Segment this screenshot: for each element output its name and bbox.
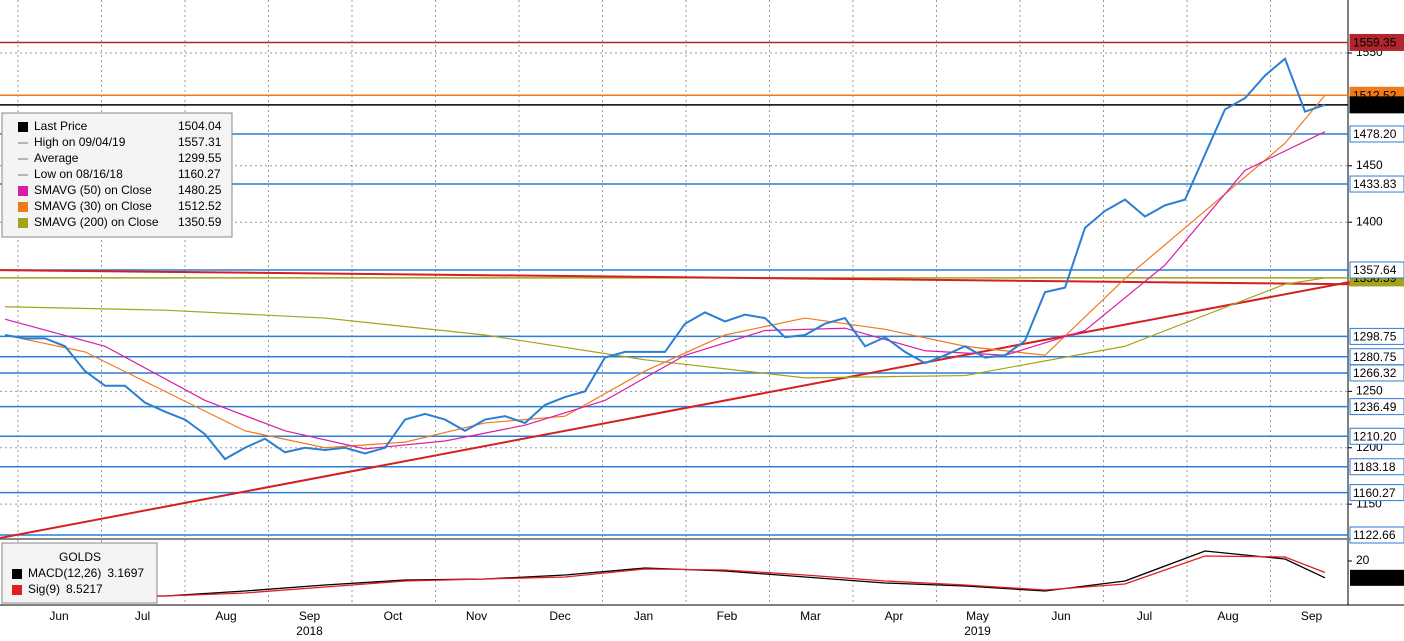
level-label: 1183.18 xyxy=(1353,460,1396,474)
level-label: 1559.35 xyxy=(1353,36,1397,50)
series-line xyxy=(4,555,1326,597)
year-label: 2019 xyxy=(964,624,991,638)
level-label: 1504.04 xyxy=(1353,98,1397,112)
series-line xyxy=(4,94,1326,449)
x-tick-label: Aug xyxy=(1217,609,1238,623)
legend-label: Average xyxy=(34,151,79,165)
x-tick-label: Jan xyxy=(634,609,653,623)
level-label: 1298.75 xyxy=(1353,330,1397,344)
legend-label: SMAVG (200) on Close xyxy=(34,215,159,229)
legend-label: High on 09/04/19 xyxy=(34,135,126,149)
y-tick-label: 1400 xyxy=(1356,214,1383,228)
legend-value: 1557.31 xyxy=(178,135,222,149)
legend-value: 1480.25 xyxy=(178,183,222,197)
legend-label: MACD(12,26) xyxy=(28,566,101,580)
legend-value: 1350.59 xyxy=(178,215,222,229)
macd-label-box xyxy=(1350,569,1404,586)
x-tick-label: Jun xyxy=(49,609,68,623)
level-label: 1210.20 xyxy=(1353,429,1397,443)
legend-label: SMAVG (30) on Close xyxy=(34,199,152,213)
x-tick-label: Sep xyxy=(1301,609,1323,623)
legend-value: 1504.04 xyxy=(178,119,222,133)
macd-legend-box xyxy=(1,542,158,604)
y-tick-label: 20 xyxy=(1356,553,1370,567)
legend-value: 1160.27 xyxy=(178,167,221,181)
legend-value: 3.1697 xyxy=(107,566,144,580)
x-tick-label: Jul xyxy=(135,609,150,623)
level-label-box xyxy=(1349,398,1404,416)
x-tick-label: May xyxy=(966,609,989,623)
x-tick-label: Apr xyxy=(885,609,904,623)
level-label-box xyxy=(1349,458,1404,476)
level-label: 1266.32 xyxy=(1353,366,1397,380)
level-label-box xyxy=(1349,261,1404,279)
trend-line xyxy=(0,280,1351,539)
legend-label: SMAVG (50) on Close xyxy=(34,183,152,197)
legend-label: Sig(9) xyxy=(28,582,60,596)
legend-swatch xyxy=(18,202,28,212)
series-line xyxy=(4,277,1326,379)
y-tick-label: 1250 xyxy=(1356,384,1383,398)
trend-line xyxy=(0,269,1351,286)
legend-swatch xyxy=(12,585,22,595)
macd-title: GOLDS xyxy=(59,550,101,564)
legend-value: 8.5217 xyxy=(66,582,103,596)
x-tick-label: Mar xyxy=(800,609,821,623)
level-label: 1357.64 xyxy=(1353,263,1397,277)
legend-swatch xyxy=(12,569,22,579)
level-label-box xyxy=(1349,96,1404,114)
series-line xyxy=(4,56,1326,461)
legend-swatch xyxy=(18,186,28,196)
level-label-box xyxy=(1349,364,1404,382)
x-tick-label: Dec xyxy=(549,609,570,623)
level-label: 1478.20 xyxy=(1353,127,1397,141)
level-label-box xyxy=(1349,484,1404,502)
legend-label: Low on 08/16/18 xyxy=(34,167,123,181)
level-label-box xyxy=(1349,175,1404,193)
legend-swatch xyxy=(18,218,28,228)
level-label: 1122.66 xyxy=(1353,528,1396,542)
level-label: 1280.75 xyxy=(1353,350,1397,364)
legend-value: 1512.52 xyxy=(178,199,222,213)
level-label-box xyxy=(1349,427,1404,445)
level-label-box xyxy=(1349,526,1404,544)
y-tick-label: 1450 xyxy=(1356,158,1383,172)
x-tick-label: Feb xyxy=(717,609,738,623)
legend-box xyxy=(1,112,233,238)
legend-label: Last Price xyxy=(34,119,88,133)
level-label-box xyxy=(1349,327,1404,345)
series-line xyxy=(4,131,1326,450)
x-tick-label: Sep xyxy=(299,609,321,623)
x-tick-label: Jul xyxy=(1137,609,1152,623)
x-tick-label: Aug xyxy=(215,609,236,623)
legend-swatch xyxy=(18,122,28,132)
x-tick-label: Nov xyxy=(466,609,487,623)
x-tick-label: Jun xyxy=(1051,609,1070,623)
legend-value: 1299.55 xyxy=(178,151,222,165)
level-label-box xyxy=(1349,33,1404,51)
level-label: 1433.83 xyxy=(1353,177,1397,191)
year-label: 2018 xyxy=(296,624,323,638)
macd-axis-label: 3.1697 xyxy=(1354,571,1391,585)
level-label: 1236.49 xyxy=(1353,400,1397,414)
level-label: 1160.27 xyxy=(1353,486,1396,500)
level-label-box xyxy=(1349,125,1404,143)
x-tick-label: Oct xyxy=(384,609,403,623)
